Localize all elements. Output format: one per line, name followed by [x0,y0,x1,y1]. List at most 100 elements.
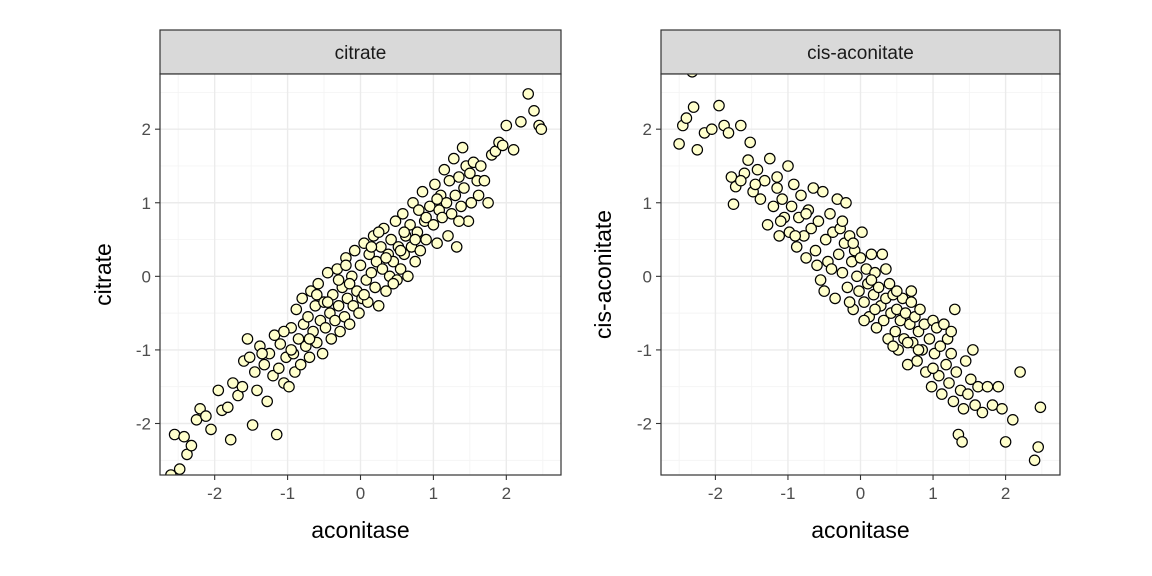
x-tick-label: -2 [708,484,723,503]
data-point [385,233,397,246]
data-point [369,281,381,294]
data-point [332,299,345,312]
data-point [455,200,467,213]
data-point [847,237,859,249]
data-point [365,241,378,253]
data-point [251,384,263,397]
data-point [809,244,822,257]
data-point [212,384,225,397]
data-point [727,198,740,210]
data-point [465,197,478,209]
data-point [795,189,807,202]
data-point [901,336,914,349]
data-point [807,182,820,194]
data-point [911,355,923,367]
x-tick-label: -1 [780,484,795,503]
data-point [956,436,968,448]
data-point [389,215,402,227]
data-point [749,178,762,191]
data-point [416,185,429,198]
data-point [814,274,827,286]
data-point [858,296,870,308]
data-point [789,230,801,242]
data-point [464,167,476,180]
data-point [178,430,190,443]
y-tick-label: 2 [142,120,151,139]
data-point [168,428,181,441]
data-point [999,436,1012,448]
data-point [950,366,963,378]
data-point [856,226,868,238]
data-point [948,303,961,316]
y-tick-label: 0 [142,267,151,286]
data-point [222,401,234,414]
data-point [278,325,290,338]
data-point [256,347,268,360]
data-point [843,296,856,308]
data-point [713,99,725,112]
data-point [456,141,469,154]
y-tick-label: -1 [637,341,652,360]
x-tick-label: 2 [1001,484,1010,503]
x-axis-title: aconitase [811,517,909,543]
data-point [877,314,890,327]
data-point [945,347,957,360]
data-point [816,185,829,198]
data-point [742,154,754,166]
data-point [722,127,735,139]
data-point [272,362,285,375]
data-point [420,211,432,224]
y-tick-label: -2 [637,414,652,433]
data-point [478,174,491,187]
data-point [449,189,462,202]
data-point [243,351,256,364]
y-tick-label: 0 [643,267,652,286]
data-point [870,321,883,334]
data-point [812,215,825,227]
x-tick-label: 0 [856,484,865,503]
x-tick-label: 1 [928,484,937,503]
data-point [294,358,307,371]
x-axis-title: aconitase [311,517,409,543]
data-point [912,344,925,356]
data-point [420,233,432,246]
data-point [270,428,283,441]
data-point [343,318,356,330]
data-point [751,163,764,176]
data-point [396,208,409,220]
data-point [354,259,367,272]
data-point [365,266,378,279]
data-point [776,193,788,205]
data-point [348,244,361,257]
data-point [303,333,316,345]
data-point [883,277,896,290]
x-axis: -2 -1 0 1 2 [207,475,511,503]
data-point [841,281,854,294]
x-axis: -2 -1 0 1 2 [708,475,1010,503]
y-tick-label: -1 [136,341,151,360]
data-point [340,259,352,272]
data-point [458,182,470,194]
data-point [522,88,534,100]
data-point [372,299,385,312]
data-point [832,248,845,261]
data-point [880,263,892,275]
data-point [687,101,700,113]
data-point [959,355,972,367]
data-point [474,160,487,172]
data-point [321,266,334,279]
data-point [943,377,955,389]
data-point [450,241,463,253]
data-point [380,285,392,297]
data-point [905,296,918,308]
data-point [782,160,794,172]
data-point [836,266,849,279]
data-point [686,74,698,78]
data-point [865,248,878,261]
x-tick-label: -2 [207,484,222,503]
data-point [1014,366,1026,378]
data-point [319,321,332,334]
data-point [535,123,548,135]
